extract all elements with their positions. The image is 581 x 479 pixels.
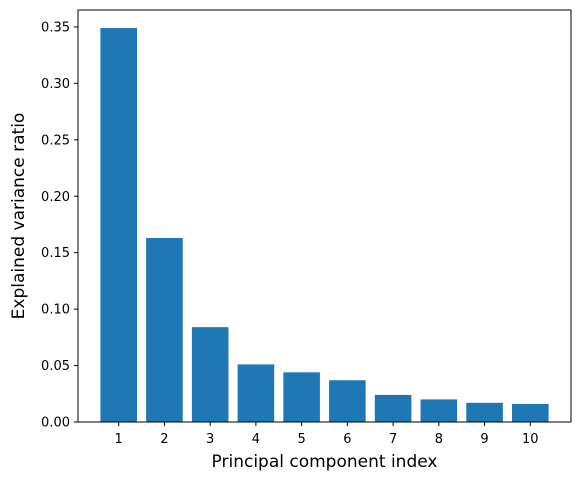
x-tick-label: 6 <box>343 432 351 447</box>
y-tick-label: 0.05 <box>41 359 70 374</box>
y-tick-label: 0.25 <box>41 133 70 148</box>
bar-6 <box>329 380 366 422</box>
y-tick-label: 0.00 <box>41 416 70 431</box>
x-tick-label: 5 <box>297 432 305 447</box>
x-tick-label: 3 <box>206 432 214 447</box>
bar-7 <box>374 394 412 422</box>
bar-5 <box>283 372 320 422</box>
x-tick-label: 4 <box>252 432 260 447</box>
y-tick-label: 0.30 <box>41 77 70 92</box>
y-axis: 0.00 0.05 0.10 0.15 0.20 0.25 0.30 0.35 <box>41 20 78 431</box>
x-axis-label: Principal component index <box>212 452 438 472</box>
bar-8 <box>420 399 458 422</box>
y-tick-label: 0.15 <box>41 246 70 261</box>
bar-4 <box>237 364 275 422</box>
x-axis: 1 2 3 4 5 6 7 8 9 10 <box>115 422 539 447</box>
y-tick-label: 0.20 <box>41 190 70 205</box>
x-tick-label: 8 <box>435 432 443 447</box>
x-tick-label: 2 <box>160 432 168 447</box>
y-axis-label: Explained variance ratio <box>9 113 29 320</box>
x-tick-label: 7 <box>389 432 397 447</box>
y-tick-label: 0.10 <box>41 303 70 318</box>
bar-3 <box>191 327 229 422</box>
bars-layer <box>100 28 549 423</box>
plot-frame <box>77 9 572 423</box>
x-tick-label: 10 <box>522 432 539 447</box>
bar-10 <box>512 403 549 422</box>
x-tick-label: 9 <box>480 432 488 447</box>
bar-9 <box>466 402 503 422</box>
bar-1 <box>100 28 137 423</box>
bar-2 <box>146 238 183 422</box>
y-tick-label: 0.35 <box>41 20 70 35</box>
x-tick-label: 1 <box>115 432 123 447</box>
